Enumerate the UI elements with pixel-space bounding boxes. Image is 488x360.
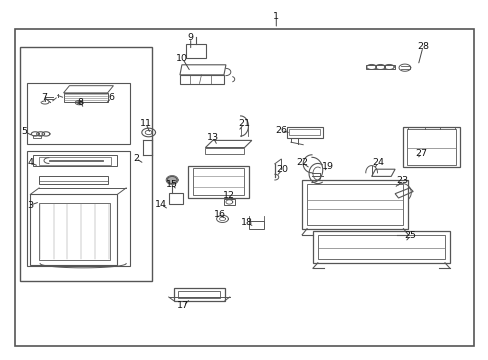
Text: 8: 8 [78,98,83,107]
Text: 18: 18 [241,218,252,227]
Text: 20: 20 [276,166,287,175]
Text: 10: 10 [176,54,188,63]
Text: 2: 2 [133,154,139,163]
Text: 25: 25 [404,231,416,240]
Text: 3: 3 [27,201,33,210]
Text: 19: 19 [321,162,333,171]
Text: 6: 6 [108,94,114,103]
Text: 17: 17 [177,301,189,310]
Circle shape [167,176,177,184]
Text: 21: 21 [238,119,250,128]
Text: 11: 11 [140,119,151,128]
Bar [185,44,206,58]
Text: 28: 28 [416,42,428,51]
Bar [27,83,129,144]
Text: 1: 1 [273,12,279,21]
Text: 14: 14 [155,200,167,209]
Text: 23: 23 [396,176,407,185]
Text: 5: 5 [21,127,27,136]
Bar [168,193,183,204]
Text: 22: 22 [296,158,307,167]
Text: 9: 9 [187,33,193,42]
Text: 15: 15 [166,180,178,189]
Text: 12: 12 [223,191,234,199]
Text: 13: 13 [207,133,219,142]
Bar [33,135,41,138]
Bar [249,221,264,229]
Text: 26: 26 [275,126,286,135]
Bar [15,29,473,346]
Text: 24: 24 [371,158,383,167]
Bar [224,199,234,205]
Text: 16: 16 [214,210,225,219]
Text: 7: 7 [41,93,47,102]
Text: 4: 4 [27,158,33,167]
Bar [20,47,151,281]
Text: 27: 27 [415,149,427,158]
Bar [27,151,129,266]
